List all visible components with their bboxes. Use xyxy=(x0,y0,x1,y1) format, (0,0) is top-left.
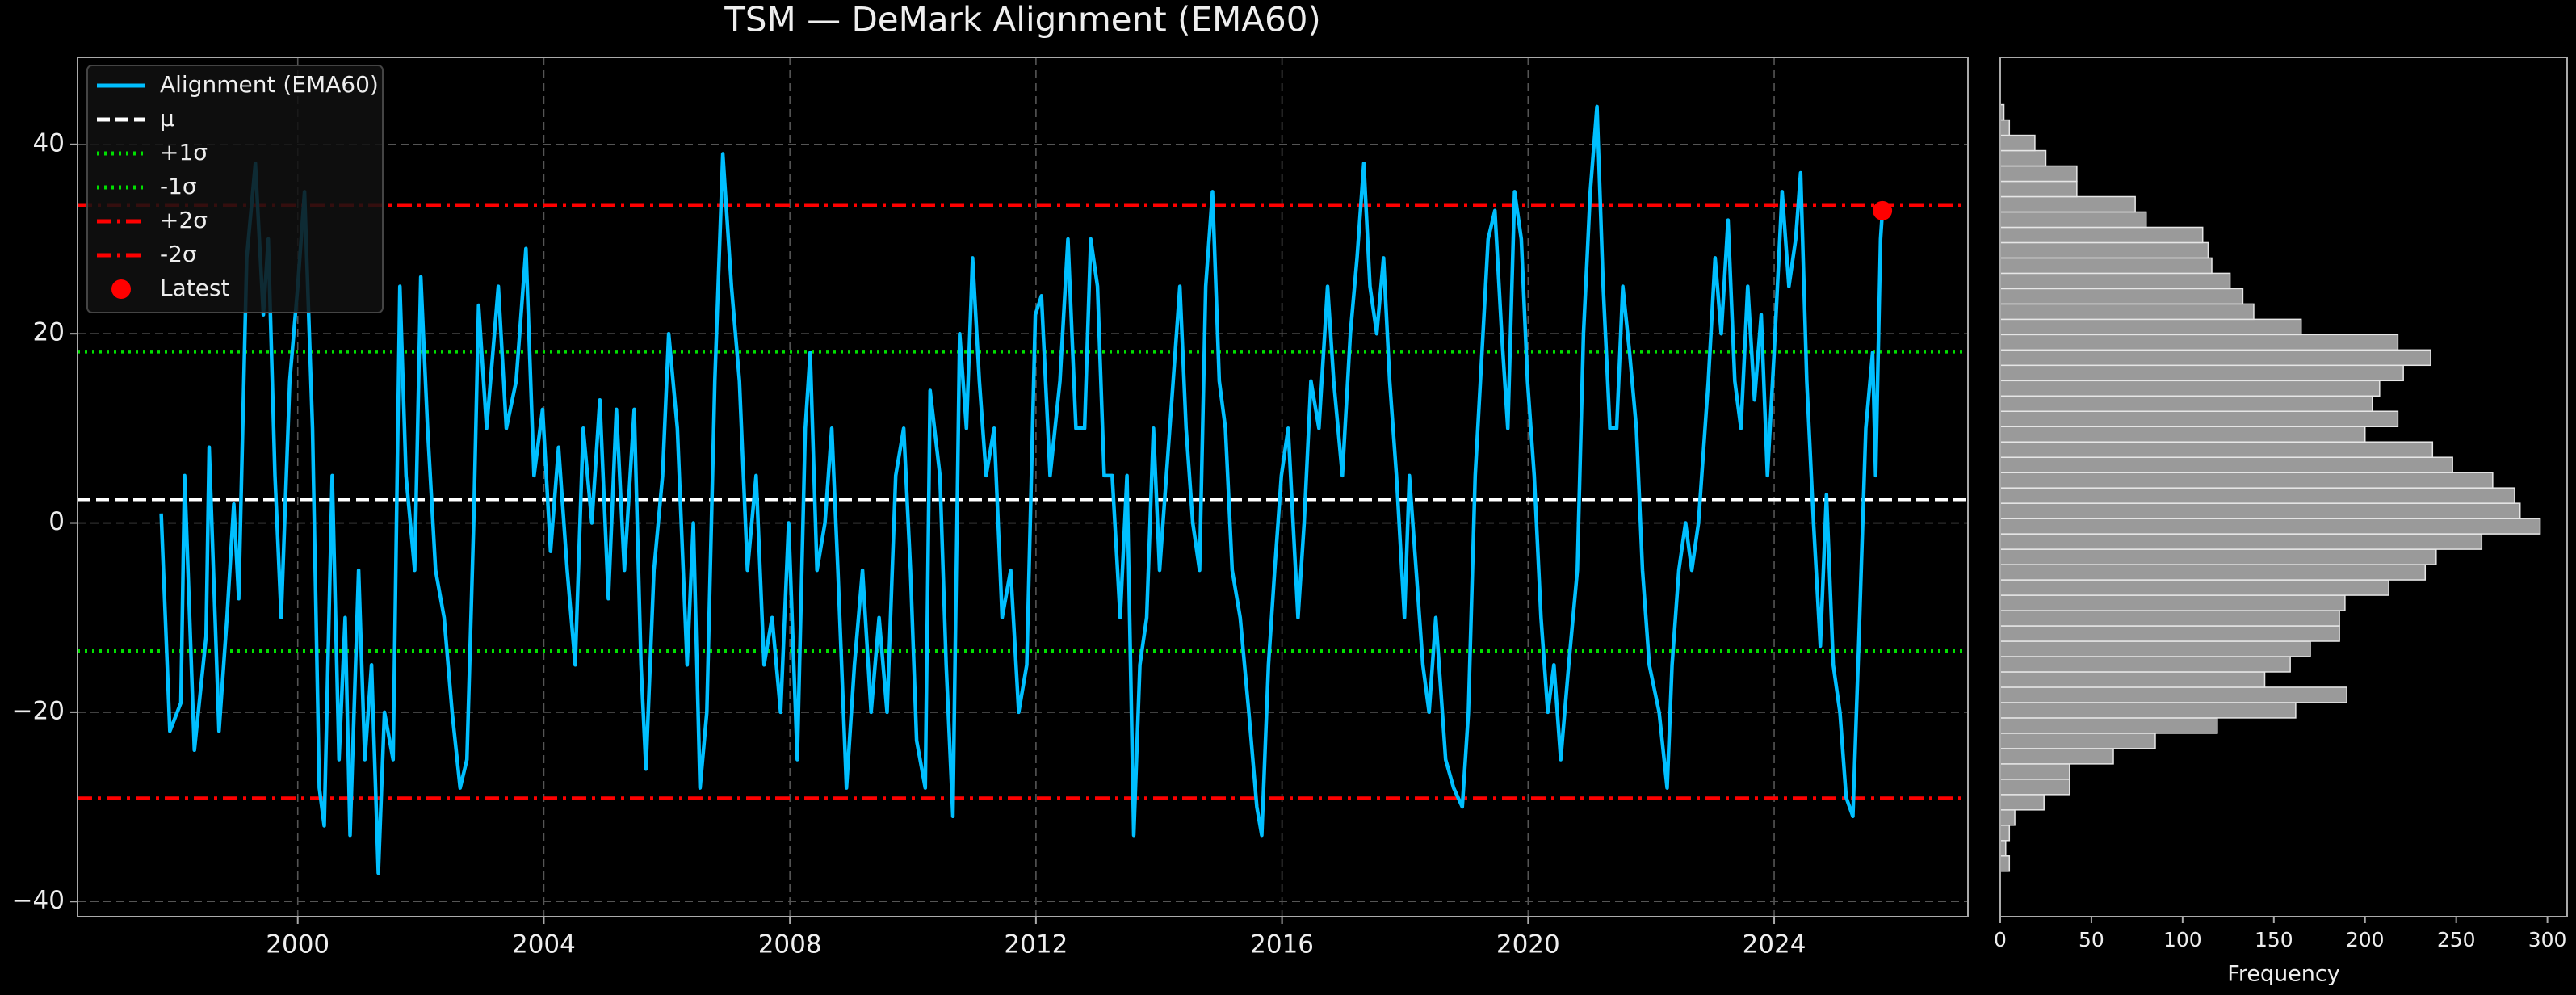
y-tick-label: 40 xyxy=(33,128,65,157)
histogram-bar xyxy=(1999,579,2389,596)
histogram-bar xyxy=(1999,195,2136,213)
histogram-bar xyxy=(1999,825,2011,842)
x-tick-label: 2004 xyxy=(512,930,576,959)
histogram-bar xyxy=(1999,794,2045,811)
legend-label: μ xyxy=(160,105,174,132)
histogram-bar xyxy=(1999,487,2515,504)
legend-label: Latest xyxy=(160,275,230,301)
histogram-bar xyxy=(1999,671,2266,688)
histogram-bar xyxy=(1999,456,2453,473)
histogram-bar xyxy=(1999,748,2114,765)
histogram-bar xyxy=(1999,656,2291,673)
histogram-bar xyxy=(1999,318,2302,336)
x-tick-label: 300 xyxy=(2528,928,2567,951)
histogram-bar xyxy=(1999,334,2399,351)
y-tick-label: 20 xyxy=(33,318,65,347)
x-tick-label: 50 xyxy=(2079,928,2104,951)
histogram-bar xyxy=(1999,426,2366,443)
x-tick-label: 0 xyxy=(1994,928,2007,951)
x-axis-label: Frequency xyxy=(2227,962,2340,987)
histogram-bar xyxy=(1999,594,2346,611)
histogram-bar xyxy=(1999,119,2011,136)
histogram-bar xyxy=(1999,763,2070,780)
x-tick-label: 100 xyxy=(2163,928,2202,951)
x-tick-label: 2016 xyxy=(1250,930,1314,959)
histogram-bar xyxy=(1999,733,2156,749)
histogram-bar xyxy=(1999,180,2078,198)
histogram-bar xyxy=(1999,564,2427,581)
y-tick-label: 0 xyxy=(48,507,65,536)
histogram-bar xyxy=(1999,410,2399,427)
histogram-bar xyxy=(1999,349,2431,367)
series-line xyxy=(159,104,1885,875)
histogram-bar xyxy=(1999,134,2036,152)
histogram-bar xyxy=(1999,548,2437,565)
histogram-bar xyxy=(1999,272,2231,290)
legend-label: Alignment (EMA60) xyxy=(160,71,379,98)
histogram-bar xyxy=(1999,518,2541,535)
x-tick-label: 200 xyxy=(2346,928,2385,951)
histogram-bar xyxy=(1999,840,2007,857)
x-tick-label: 2008 xyxy=(758,930,822,959)
legend-box xyxy=(86,65,384,313)
chart-title: TSM — DeMark Alignment (EMA60) xyxy=(724,0,1321,40)
histogram-bar xyxy=(1999,303,2255,321)
legend-label: -1σ xyxy=(160,173,197,199)
x-tick-label: 2020 xyxy=(1496,930,1560,959)
histogram-bar xyxy=(1999,257,2213,275)
histogram-bar xyxy=(1999,610,2340,627)
histogram-bar xyxy=(1999,855,2011,872)
x-tick-label: 250 xyxy=(2437,928,2476,951)
histogram-bar xyxy=(1999,717,2218,734)
latest-point xyxy=(1873,200,1893,220)
legend-label: +2σ xyxy=(160,207,208,233)
x-tick-label: 2024 xyxy=(1743,930,1806,959)
legend-label: -2σ xyxy=(160,241,197,267)
histogram-bar xyxy=(1999,702,2297,719)
x-tick-label: 150 xyxy=(2255,928,2293,951)
histogram-bar xyxy=(1999,149,2047,167)
histogram-bar xyxy=(1999,640,2311,657)
histogram-bar xyxy=(1999,395,2373,413)
histogram-bar xyxy=(1999,165,2078,183)
histogram-bar xyxy=(1999,686,2347,703)
axes-frame xyxy=(77,57,1969,917)
legend-label: +1σ xyxy=(160,139,208,166)
histogram-bar xyxy=(1999,779,2070,796)
histogram-bar xyxy=(1999,441,2434,458)
x-tick-label: 2000 xyxy=(266,930,329,959)
histogram-bar xyxy=(1999,533,2483,550)
histogram-bar xyxy=(1999,472,2494,489)
axes-frame xyxy=(1999,57,2568,917)
histogram-bar xyxy=(1999,380,2381,397)
histogram-bar xyxy=(1999,809,2016,826)
histogram-bar xyxy=(1999,364,2404,382)
histogram-bar xyxy=(1999,211,2147,229)
histogram-bar xyxy=(1999,288,2244,305)
histogram-bar xyxy=(1999,241,2209,259)
x-tick-label: 2012 xyxy=(1004,930,1068,959)
legend-swatch xyxy=(111,279,131,299)
histogram-bar xyxy=(1999,502,2521,519)
y-tick-label: −20 xyxy=(12,696,65,725)
histogram-bar xyxy=(1999,625,2340,642)
y-tick-label: −40 xyxy=(12,886,65,915)
histogram-bar xyxy=(1999,226,2204,244)
